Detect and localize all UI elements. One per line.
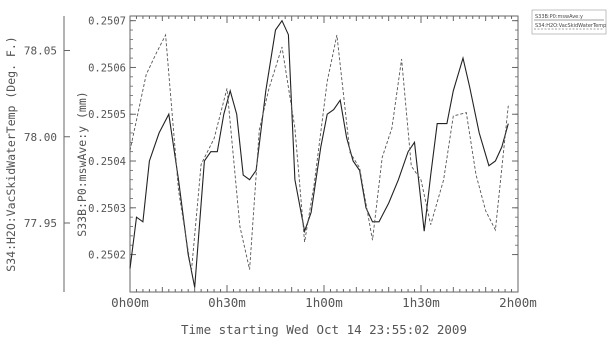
- left-axis-tick-label: 77.95: [24, 217, 57, 230]
- x-axis-tick-label: 0h30m: [208, 295, 246, 310]
- left-y-axis-label: S34:H2O:VacSkidWaterTemp (Deg. F.): [4, 36, 18, 271]
- x-axis-tick-label: 1h00m: [305, 295, 343, 310]
- x-axis-tick-label: 0h00m: [111, 295, 149, 310]
- series-line-dashed: [129, 33, 509, 272]
- y-axis-tick-label: 0.2503: [88, 203, 126, 215]
- y-axis-tick-label: 0.2502: [88, 250, 126, 262]
- y-axis-tick-label: 0.2505: [88, 109, 126, 121]
- y-axis-tick-label: 0.2506: [88, 62, 126, 74]
- left-axis-tick-label: 78.05: [24, 45, 57, 58]
- legend-entry-label: S34:H2O:VacSkidWaterTemp: [535, 23, 606, 29]
- y-axis-label: S33B:P0:mswAve:y (mm): [75, 91, 89, 236]
- x-axis-tick-label: 1h30m: [402, 295, 440, 310]
- x-axis-label: Time starting Wed Oct 14 23:55:02 2009: [181, 322, 467, 337]
- legend-box: [531, 9, 607, 35]
- x-axis-tick-label: 2h00m: [499, 295, 537, 310]
- y-axis-tick-label: 0.2504: [88, 156, 126, 168]
- legend-entry-label: S33B:P0:mswAve:y: [535, 14, 583, 20]
- left-axis-tick-label: 78.00: [24, 131, 57, 144]
- series-line-solid: [129, 19, 509, 288]
- y-axis-tick-label: 0.2507: [88, 16, 126, 28]
